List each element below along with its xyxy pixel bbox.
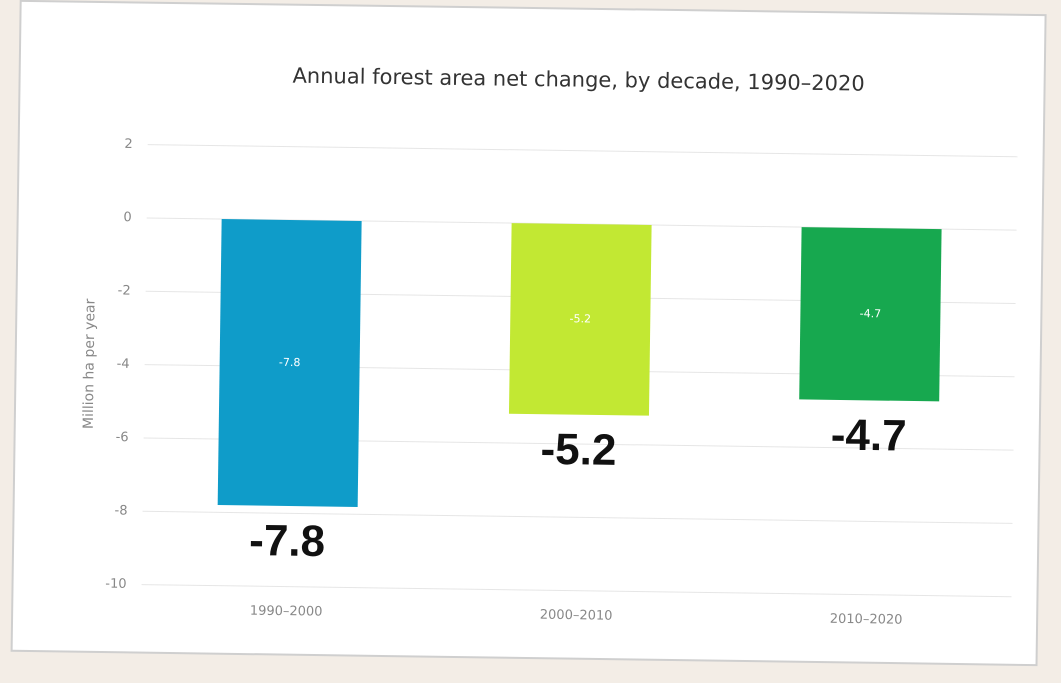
y-tick-label: -6 [116, 430, 129, 445]
y-axis-label: Million ha per year [81, 298, 99, 429]
big-value-label: -4.7 [830, 411, 907, 461]
plot: -10 -8 -6 -4 -2 0 2 1990–2000 -7.8 -7.8 2000–2010 -… [105, 137, 1018, 628]
bar [217, 219, 362, 507]
x-tick-label: 1990–2000 [250, 604, 323, 620]
grid-line [142, 510, 1013, 524]
x-tick-label: 2000–2010 [540, 608, 613, 624]
bar [508, 223, 652, 416]
bar [799, 227, 942, 402]
big-value-label: -5.2 [540, 425, 617, 475]
big-value-label: -7.8 [249, 516, 326, 566]
card-group: Annual forest area net change, by decade… [10, 0, 1047, 667]
y-tick-label: -2 [118, 283, 131, 298]
grid-line [147, 144, 1018, 158]
y-tick-label: -8 [115, 503, 128, 518]
y-tick-label: -10 [105, 577, 126, 592]
y-tick-label: -4 [117, 357, 130, 372]
y-tick-label: 2 [124, 137, 132, 152]
bar-value-label: -5.2 [569, 312, 591, 325]
y-tick-label: 0 [123, 210, 131, 225]
grid-line [141, 584, 1012, 598]
bar-value-label: -4.7 [860, 307, 882, 320]
bar-value-label: -7.8 [279, 356, 301, 369]
x-tick-label: 2010–2020 [830, 612, 903, 628]
